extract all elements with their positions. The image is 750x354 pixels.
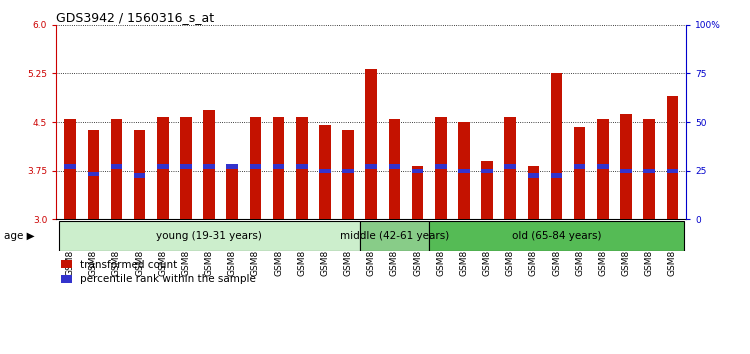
- Bar: [458, 169, 470, 173]
- Bar: [574, 127, 586, 219]
- Bar: [458, 122, 470, 219]
- Bar: [388, 119, 400, 219]
- Bar: [58, 221, 360, 251]
- Bar: [620, 169, 632, 173]
- Bar: [574, 164, 586, 169]
- Bar: [482, 169, 493, 173]
- Bar: [250, 117, 261, 219]
- Bar: [482, 161, 493, 219]
- Bar: [620, 114, 632, 219]
- Bar: [550, 173, 562, 178]
- Bar: [273, 117, 284, 219]
- Text: age ▶: age ▶: [4, 231, 34, 241]
- Bar: [111, 119, 122, 219]
- Bar: [180, 117, 192, 219]
- Bar: [64, 164, 76, 169]
- Bar: [667, 96, 678, 219]
- Text: old (65-84 years): old (65-84 years): [512, 231, 602, 241]
- Legend: transformed count, percentile rank within the sample: transformed count, percentile rank withi…: [62, 260, 256, 284]
- Bar: [644, 119, 655, 219]
- Text: GDS3942 / 1560316_s_at: GDS3942 / 1560316_s_at: [56, 11, 214, 24]
- Bar: [505, 164, 516, 169]
- Bar: [134, 130, 146, 219]
- Bar: [412, 166, 423, 219]
- Bar: [527, 173, 539, 178]
- Bar: [365, 164, 377, 169]
- Text: young (19-31 years): young (19-31 years): [156, 231, 262, 241]
- Bar: [273, 164, 284, 169]
- Bar: [64, 119, 76, 219]
- Bar: [203, 110, 215, 219]
- Bar: [527, 166, 539, 219]
- Bar: [435, 117, 446, 219]
- Bar: [505, 117, 516, 219]
- Bar: [550, 73, 562, 219]
- Bar: [597, 119, 609, 219]
- Bar: [111, 164, 122, 169]
- Bar: [597, 164, 609, 169]
- Bar: [134, 173, 146, 178]
- Bar: [226, 164, 238, 169]
- Bar: [296, 117, 307, 219]
- Bar: [88, 172, 99, 176]
- Bar: [157, 164, 169, 169]
- Bar: [250, 164, 261, 169]
- Bar: [360, 221, 429, 251]
- Bar: [320, 125, 331, 219]
- Bar: [157, 117, 169, 219]
- Bar: [320, 169, 331, 173]
- Bar: [412, 169, 423, 173]
- Bar: [342, 169, 354, 173]
- Bar: [180, 164, 192, 169]
- Bar: [388, 164, 400, 169]
- Text: middle (42-61 years): middle (42-61 years): [340, 231, 449, 241]
- Bar: [203, 164, 215, 169]
- Bar: [296, 164, 307, 169]
- Bar: [88, 130, 99, 219]
- Bar: [644, 169, 655, 173]
- Bar: [365, 69, 377, 219]
- Bar: [342, 130, 354, 219]
- Bar: [429, 221, 684, 251]
- Bar: [667, 169, 678, 173]
- Bar: [435, 164, 446, 169]
- Bar: [226, 166, 238, 219]
